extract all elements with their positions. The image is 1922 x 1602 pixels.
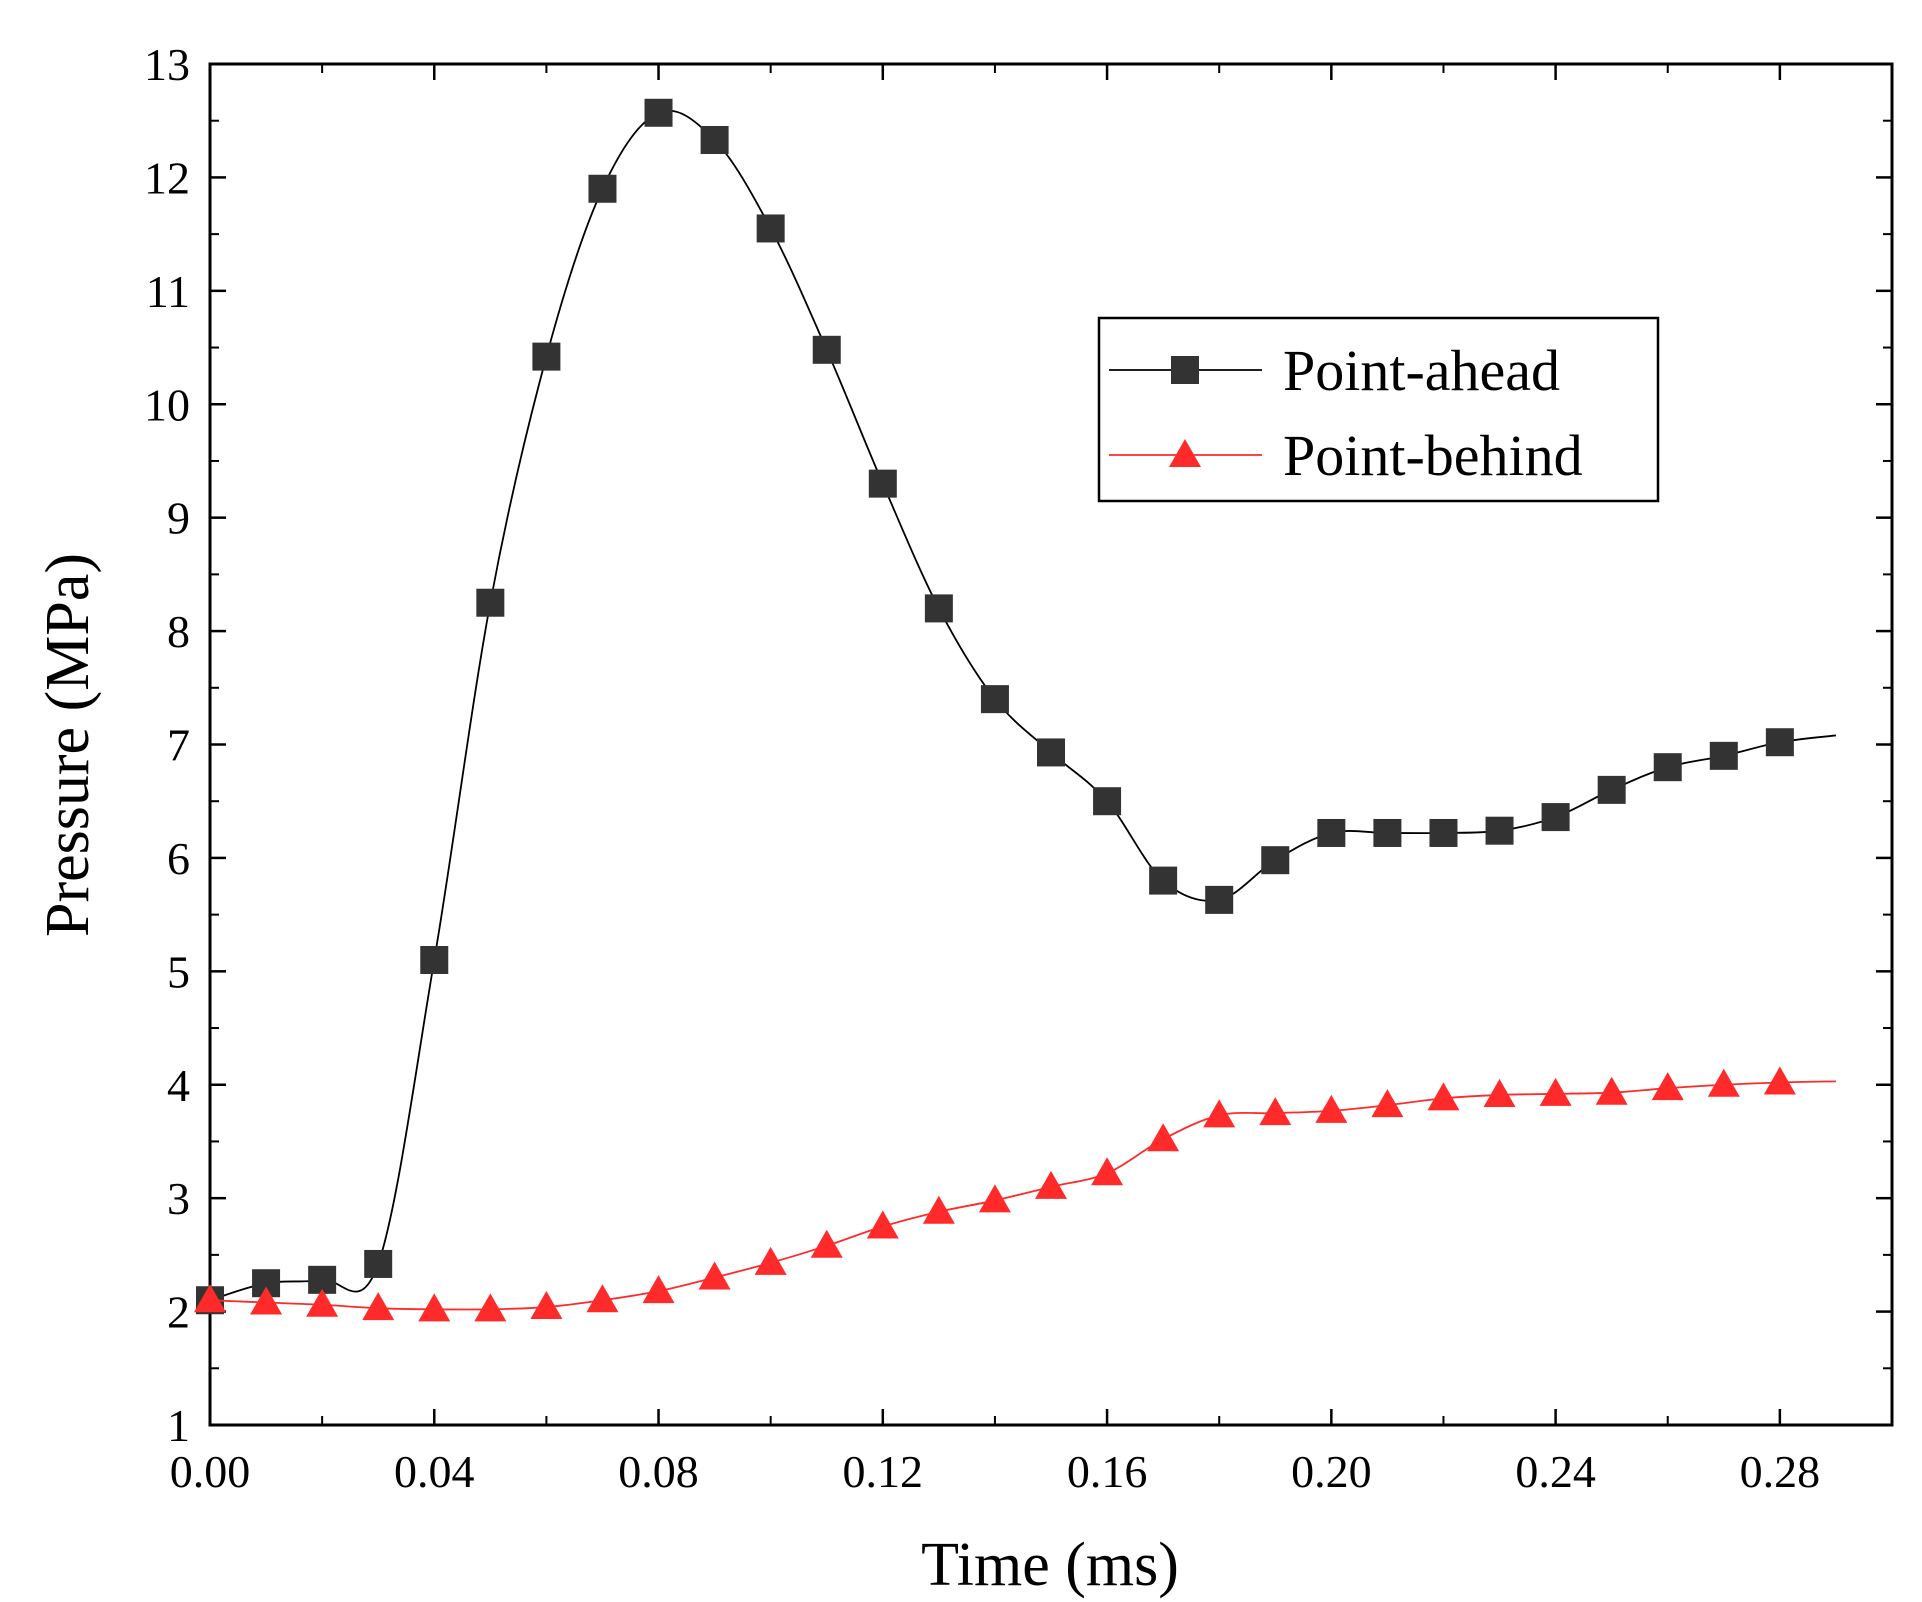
series-Point-ahead xyxy=(196,98,1837,1315)
legend-marker xyxy=(1169,439,1201,467)
data-point xyxy=(418,1293,451,1322)
data-point xyxy=(250,1286,283,1315)
data-point xyxy=(1149,866,1178,895)
data-point xyxy=(1203,1099,1236,1128)
legend-items: Point-ahead Point-behind xyxy=(1109,338,1583,488)
data-point xyxy=(1259,1097,1292,1126)
data-point xyxy=(530,1291,563,1320)
y-tick-label: 10 xyxy=(144,379,190,430)
data-point xyxy=(1429,818,1458,847)
data-point xyxy=(1317,818,1346,847)
x-tick-label: 0.16 xyxy=(1067,1446,1148,1497)
data-point xyxy=(476,588,505,617)
x-tick-label: 0.12 xyxy=(843,1446,924,1497)
data-point xyxy=(1373,818,1402,847)
data-point xyxy=(362,1292,395,1321)
series-Point-behind xyxy=(194,1066,1836,1322)
data-point xyxy=(1091,1157,1124,1186)
x-tick-labels: 0.00 0.04 0.08 0.12 0.16 0.20 0.24 0.28 xyxy=(170,1446,1820,1497)
data-point xyxy=(474,1293,507,1322)
data-point xyxy=(364,1249,393,1278)
data-point xyxy=(1371,1089,1404,1118)
axis-ticks xyxy=(208,62,1892,1427)
data-point xyxy=(1597,775,1626,804)
y-tick-label: 5 xyxy=(167,946,190,997)
data-point xyxy=(1541,803,1570,832)
data-point xyxy=(642,1275,675,1304)
data-point xyxy=(1483,1078,1516,1107)
data-point xyxy=(810,1229,843,1258)
x-tick-label: 0.24 xyxy=(1515,1446,1596,1497)
legend: Point-ahead Point-behind xyxy=(1097,316,1660,503)
data-point xyxy=(978,1184,1011,1213)
x-axis-label: Time (ms) xyxy=(921,1531,1179,1599)
y-tick-label: 6 xyxy=(167,833,190,884)
x-tick-label: 0.04 xyxy=(394,1446,475,1497)
data-point xyxy=(1261,846,1290,875)
data-point xyxy=(1315,1094,1348,1123)
y-tick-label: 11 xyxy=(146,266,190,317)
x-tick-label: 0.00 xyxy=(170,1446,251,1497)
data-point xyxy=(1709,741,1738,770)
data-point xyxy=(306,1288,339,1317)
x-tick-label: 0.08 xyxy=(618,1446,699,1497)
legend-box xyxy=(1097,316,1660,503)
data-point xyxy=(866,1210,899,1239)
data-point xyxy=(588,174,617,203)
data-point xyxy=(194,1284,226,1313)
y-tick-label: 12 xyxy=(144,152,190,203)
y-tick-label: 1 xyxy=(167,1400,190,1451)
data-point xyxy=(1707,1068,1740,1097)
data-point xyxy=(1147,1123,1180,1152)
data-point xyxy=(754,1246,787,1275)
y-tick-label: 4 xyxy=(167,1060,190,1111)
legend-label: Point-behind xyxy=(1283,423,1583,488)
data-point xyxy=(1763,1066,1796,1095)
data-point xyxy=(1035,1170,1067,1199)
y-tick-label: 3 xyxy=(167,1173,190,1224)
y-tick-label: 8 xyxy=(167,606,190,657)
data-point xyxy=(1653,753,1682,782)
data-point xyxy=(1037,738,1065,767)
legend-marker xyxy=(1171,356,1199,384)
data-point xyxy=(756,214,785,243)
y-tick-label: 2 xyxy=(167,1287,190,1338)
data-point xyxy=(1485,816,1514,845)
data-point xyxy=(420,945,449,974)
data-point xyxy=(1651,1072,1684,1101)
data-point xyxy=(586,1284,619,1313)
legend-label: Point-ahead xyxy=(1283,338,1560,403)
y-axis-label: Pressure (MPa) xyxy=(34,553,102,937)
x-tick-label: 0.20 xyxy=(1291,1446,1372,1497)
y-tick-label: 9 xyxy=(167,493,190,544)
data-point xyxy=(1093,787,1122,816)
series-layer xyxy=(194,98,1837,1322)
data-point xyxy=(532,342,561,371)
data-point xyxy=(812,335,841,364)
data-point xyxy=(698,1261,731,1290)
data-point xyxy=(1765,728,1794,757)
data-point xyxy=(644,98,673,127)
data-point xyxy=(700,125,729,154)
data-point xyxy=(1595,1076,1628,1105)
x-tick-label: 0.28 xyxy=(1740,1446,1821,1497)
data-point xyxy=(1539,1077,1572,1106)
data-point xyxy=(924,594,953,623)
y-tick-label: 13 xyxy=(144,39,190,90)
data-point xyxy=(1205,885,1234,914)
data-point xyxy=(980,685,1009,714)
data-point xyxy=(1427,1082,1460,1111)
data-point xyxy=(922,1195,955,1224)
data-point xyxy=(868,469,897,498)
y-tick-label: 7 xyxy=(167,720,190,771)
